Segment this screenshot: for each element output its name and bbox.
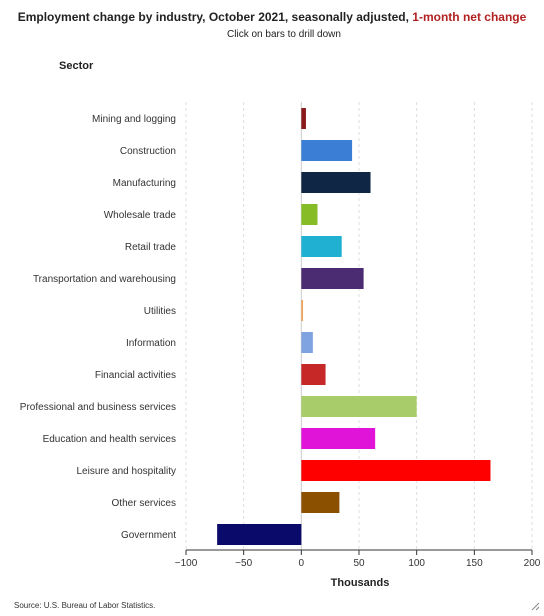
category-label: Education and health services: [43, 434, 176, 445]
bar-education-and-health-services[interactable]: [301, 428, 376, 449]
bar-utilities[interactable]: [301, 300, 304, 321]
bar-wholesale-trade[interactable]: [301, 204, 318, 225]
bar-other-services[interactable]: [301, 492, 340, 513]
category-label: Leisure and hospitality: [76, 466, 176, 477]
bar-financial-activities[interactable]: [301, 364, 326, 385]
x-tick-label: −50: [235, 558, 252, 569]
bar-information[interactable]: [301, 332, 313, 353]
chart-title: Employment change by industry, October 2…: [0, 10, 544, 24]
category-label: Construction: [120, 146, 176, 157]
chart-title-accent: 1-month net change: [412, 10, 527, 24]
x-axis: −100 −50 0 50 100 150 200: [175, 549, 541, 569]
bar-professional-and-business-services[interactable]: [301, 396, 417, 417]
x-tick-label: 200: [524, 558, 541, 569]
bar-mining-and-logging[interactable]: [301, 108, 306, 129]
category-label: Financial activities: [95, 370, 176, 381]
x-tick-label: 50: [353, 558, 365, 569]
category-label: Professional and business services: [20, 402, 176, 413]
bar-transportation-and-warehousing[interactable]: [301, 268, 364, 289]
resize-grip-icon: [531, 602, 540, 611]
chart-title-main: Employment change by industry, October 2…: [17, 10, 409, 24]
category-label: Other services: [112, 498, 176, 509]
category-labels: Mining and logging Construction Manufactur…: [20, 114, 177, 541]
bar-government[interactable]: [217, 524, 302, 545]
category-label: Mining and logging: [92, 114, 176, 125]
category-label: Transportation and warehousing: [33, 274, 176, 285]
grid-lines: [185, 102, 533, 550]
x-tick-label: 100: [408, 558, 425, 569]
x-tick-label: −100: [175, 558, 198, 569]
source-note: Source: U.S. Bureau of Labor Statistics.: [14, 601, 156, 610]
category-label: Information: [126, 338, 176, 349]
x-axis-title: Thousands: [331, 577, 390, 589]
category-label: Retail trade: [125, 242, 177, 253]
bar-leisure-and-hospitality[interactable]: [301, 460, 491, 481]
category-label: Manufacturing: [113, 178, 176, 189]
x-tick-label: 150: [466, 558, 483, 569]
category-axis-title: Sector: [59, 60, 94, 72]
bar-retail-trade[interactable]: [301, 236, 342, 257]
category-label: Government: [121, 530, 176, 541]
category-label: Wholesale trade: [104, 210, 177, 221]
x-tick-label: 0: [299, 558, 305, 569]
chart-subtitle: Click on bars to drill down: [227, 29, 341, 40]
category-label: Utilities: [144, 306, 176, 317]
bar-construction[interactable]: [301, 140, 353, 161]
bar-manufacturing[interactable]: [301, 172, 371, 193]
resize-handle[interactable]: [530, 598, 540, 611]
bars: [217, 108, 491, 545]
